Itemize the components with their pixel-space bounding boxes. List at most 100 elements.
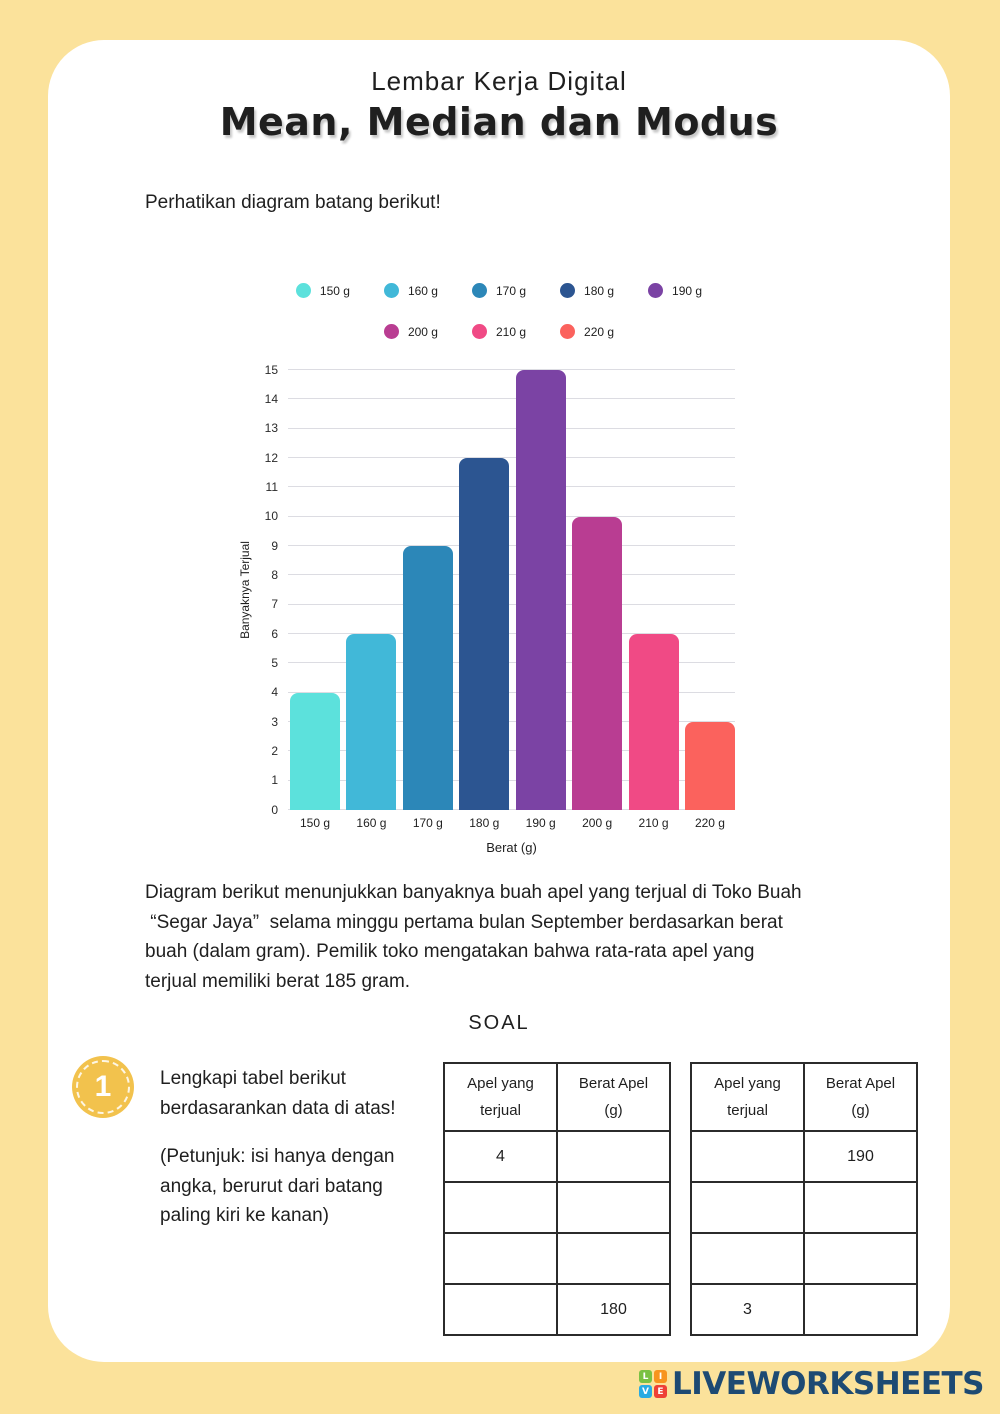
y-tick-label: 14 <box>264 391 278 406</box>
bar-220g <box>684 722 735 810</box>
page-title: Mean, Median dan Modus <box>219 100 779 144</box>
y-tick-label: 7 <box>271 597 278 612</box>
answer-cell[interactable] <box>690 1232 805 1285</box>
x-tick-label: 180 g <box>469 816 500 830</box>
intro-text: Perhatikan diagram batang berikut! <box>145 192 441 213</box>
answer-cell[interactable] <box>556 1232 671 1285</box>
y-tick-label: 12 <box>264 450 278 465</box>
answer-cell[interactable]: 180 <box>556 1283 671 1336</box>
legend-label: 190 g <box>672 283 703 298</box>
table-row: 190 <box>690 1130 918 1183</box>
answer-table-right: Apel yang terjual Berat Apel (g) 190 3 <box>690 1062 918 1336</box>
gridline: 14 <box>265 392 735 406</box>
legend-color-dot <box>560 283 576 298</box>
answer-cell[interactable] <box>443 1283 558 1336</box>
x-axis-title: Berat (g) <box>486 840 537 855</box>
gridline: 15 <box>265 363 735 377</box>
answer-cell[interactable]: 3 <box>690 1283 805 1336</box>
table-row <box>690 1181 918 1234</box>
liveworksheets-brand: LIVEWORKSHEETS <box>672 1366 985 1402</box>
answer-cell[interactable] <box>803 1181 918 1234</box>
answer-cell[interactable] <box>803 1283 918 1336</box>
x-tick-label: 160 g <box>356 816 387 830</box>
table-row <box>443 1232 671 1285</box>
answer-cell[interactable] <box>556 1130 671 1183</box>
logo-letter-i: I <box>654 1370 667 1383</box>
soal-heading: SOAL <box>468 1012 530 1034</box>
answer-table-left: Apel yang terjual Berat Apel (g) 4 180 <box>443 1062 671 1336</box>
header-line: terjual <box>480 1102 521 1119</box>
question-instruction: Lengkapi tabel berikut berdasarankan data… <box>160 1064 396 1124</box>
header-line: (g) <box>604 1102 623 1119</box>
header-line: terjual <box>727 1102 768 1119</box>
y-tick-label: 0 <box>271 802 278 817</box>
legend-label: 180 g <box>584 283 615 298</box>
x-tick-label: 170 g <box>412 816 443 830</box>
header-line: Apel yang <box>714 1075 781 1092</box>
logo-letter-e: E <box>654 1385 667 1398</box>
legend-color-dot <box>471 324 487 339</box>
gridline: 1 <box>271 773 735 787</box>
table-header-cell: Berat Apel (g) <box>803 1062 918 1132</box>
gridline: 10 <box>265 509 735 523</box>
answer-cell[interactable] <box>690 1181 805 1234</box>
table-header-cell: Apel yang terjual <box>443 1062 558 1132</box>
legend-item: 210 g <box>471 324 526 339</box>
answer-cell[interactable]: 190 <box>803 1130 918 1183</box>
legend-row: 150 g 160 g 170 g 180 g 190 g <box>295 283 702 298</box>
gridline: 4 <box>271 685 735 699</box>
table-header-cell: Berat Apel (g) <box>556 1062 671 1132</box>
table-row <box>443 1181 671 1234</box>
gridline: 6 <box>271 627 735 641</box>
instruction-line: berdasarankan data di atas! <box>160 1098 396 1119</box>
header-line: (g) <box>851 1102 870 1119</box>
gridline: 12 <box>265 451 735 465</box>
answer-cell[interactable] <box>690 1130 805 1183</box>
answer-cell[interactable] <box>443 1232 558 1285</box>
badge-dashed-ring <box>76 1060 130 1114</box>
header-line: Berat Apel <box>578 1075 649 1092</box>
legend-item: 190 g <box>648 283 702 298</box>
bar-150g <box>290 692 340 810</box>
answer-cell[interactable]: 4 <box>443 1130 558 1183</box>
description-paragraph: Diagram berikut menunjukkan banyaknya bu… <box>145 878 802 996</box>
y-tick-label: 13 <box>264 421 278 436</box>
logo-letter-l: L <box>639 1370 652 1383</box>
x-tick-label: 150 g <box>299 816 331 830</box>
answer-cell[interactable] <box>556 1181 671 1234</box>
bar-210g <box>628 634 679 810</box>
header-line: Berat Apel <box>825 1075 896 1092</box>
page-subtitle: Lembar Kerja Digital <box>371 66 627 96</box>
gridline: 7 <box>271 597 735 611</box>
y-axis-title-text: Banyaknya Terjual <box>238 541 252 639</box>
legend-label: 170 g <box>495 283 527 298</box>
y-tick-label: 9 <box>271 538 278 553</box>
bar-160g <box>346 634 397 810</box>
gridline: 3 <box>271 715 735 729</box>
gridline: 0 <box>271 803 735 817</box>
y-tick-label: 1 <box>271 773 278 788</box>
legend-item: 200 g <box>383 324 438 339</box>
legend-item: 180 g <box>560 283 614 298</box>
table-header-row: Apel yang terjual Berat Apel (g) <box>690 1062 918 1132</box>
legend-color-dot <box>648 283 664 298</box>
legend-color-dot <box>560 324 576 339</box>
legend-item: 220 g <box>560 324 614 339</box>
hint-line: paling kiri ke kanan) <box>160 1205 329 1226</box>
gridline: 13 <box>265 421 735 435</box>
gridline: 8 <box>271 568 735 582</box>
legend-item: 160 g <box>383 283 438 298</box>
answer-cell[interactable] <box>803 1232 918 1285</box>
description-line: terjual memiliki berat 185 gram. <box>145 970 411 992</box>
x-tick-label: 200 g <box>582 816 613 830</box>
x-tick-label: 190 g <box>525 816 556 830</box>
y-tick-label: 15 <box>264 362 278 377</box>
answer-cell[interactable] <box>443 1181 558 1234</box>
legend-color-dot <box>295 283 311 298</box>
bar-180g <box>459 458 510 810</box>
legend-color-dot <box>383 283 399 298</box>
y-tick-label: 8 <box>271 567 278 582</box>
legend-label: 150 g <box>319 283 350 298</box>
